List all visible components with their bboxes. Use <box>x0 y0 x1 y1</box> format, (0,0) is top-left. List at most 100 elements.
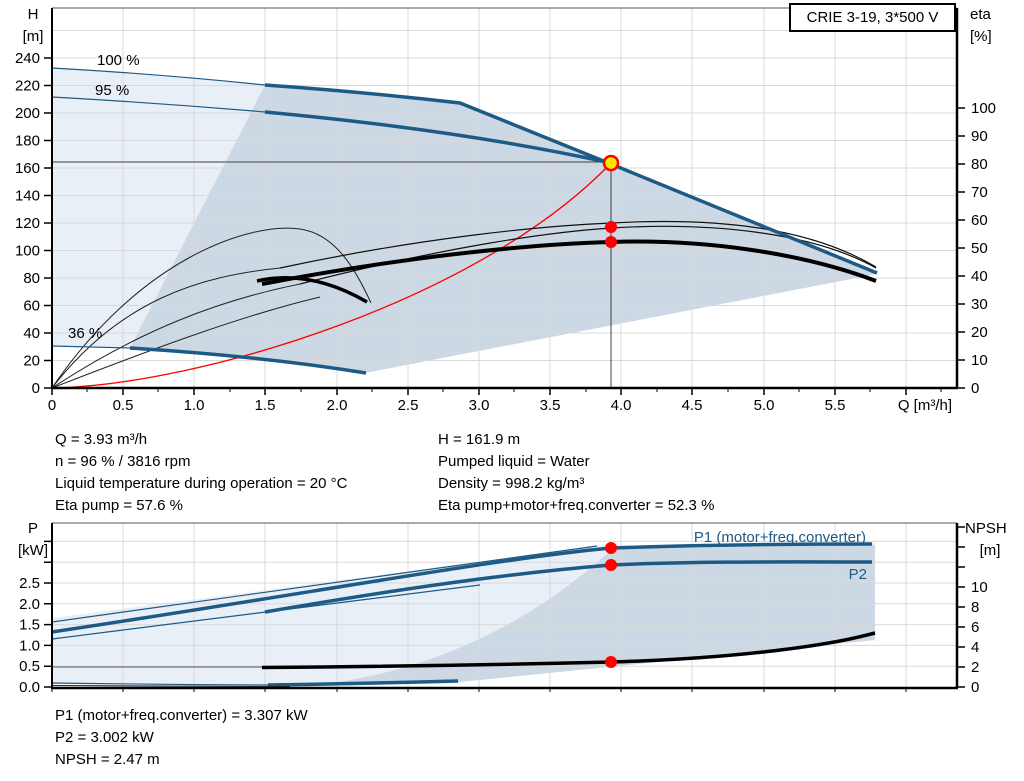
p2-curve-label: P2 <box>849 566 867 583</box>
q-tick: 3.0 <box>469 397 490 414</box>
info-line-n: n = 96 % / 3816 rpm <box>55 453 191 470</box>
q-tick: 0.5 <box>113 397 134 414</box>
eta-tick: 60 <box>971 212 988 229</box>
info-line-q: Q = 3.93 m³/h <box>55 431 148 448</box>
p2-marker <box>605 559 617 571</box>
p-tick: 0.0 <box>19 679 40 696</box>
pump-type-box: CRIE 3-19, 3*500 V <box>789 3 956 32</box>
info-line-npsh: NPSH = 2.47 m <box>55 751 160 768</box>
h-axis-unit: [m] <box>23 28 44 45</box>
h-axis-title: H <box>28 6 39 23</box>
npsh-axis-ticks <box>957 526 965 688</box>
q-axis-ticks <box>51 688 907 692</box>
p-tick: 1.5 <box>19 617 40 634</box>
q-tick: 4.0 <box>611 397 632 414</box>
speed-95-label: 95 % <box>95 82 129 99</box>
q-tick: 4.5 <box>682 397 703 414</box>
eta-tick: 100 <box>971 100 996 117</box>
info-line-p2: P2 = 3.002 kW <box>55 729 154 746</box>
eta-fan-curve <box>51 296 321 389</box>
q-tick: 2.0 <box>327 397 348 414</box>
h-tick: 40 <box>23 325 40 342</box>
h-tick: 140 <box>15 188 40 205</box>
speed-100-label: 100 % <box>97 52 140 69</box>
duty-envelope-fill <box>130 85 877 373</box>
info-line-p1: P1 (motor+freq.converter) = 3.307 kW <box>55 707 308 724</box>
p1-100-thin-curve <box>51 545 598 623</box>
power-envelope-fill <box>290 545 875 687</box>
npsh-tick: 10 <box>971 579 988 596</box>
h-tick: 180 <box>15 133 40 150</box>
duty-speed-curve <box>264 110 612 165</box>
p-tick: 2.0 <box>19 596 40 613</box>
p1-marker <box>605 542 617 554</box>
eta-axis-ticks <box>957 107 965 389</box>
vertical-gridlines <box>122 523 907 687</box>
q-tick: 2.5 <box>398 397 419 414</box>
p-tick: 0.5 <box>19 658 40 675</box>
q-axis-minor-ticks <box>86 388 942 392</box>
eta-tick: 10 <box>971 352 988 369</box>
npsh-marker <box>605 656 617 668</box>
eta-total-marker <box>605 236 617 248</box>
eta-pump-marker <box>605 221 617 233</box>
q-tick: 3.5 <box>540 397 561 414</box>
h-tick: 100 <box>15 243 40 260</box>
operating-point-marker <box>602 154 620 172</box>
eta-tick: 20 <box>971 324 988 341</box>
npsh-tick: 8 <box>971 599 979 616</box>
h-tick: 80 <box>23 270 40 287</box>
power-npsh-chart: P [kW] NPSH [m] 2.5 2.0 1.5 1.0 0.5 0.0 … <box>18 520 1007 696</box>
eta-fan-curve <box>51 267 281 389</box>
speed-100-curve <box>264 83 878 275</box>
q-tick: 0 <box>48 397 56 414</box>
q-axis-title: Q [m³/h] <box>898 397 952 414</box>
p-tick: 1.0 <box>19 637 40 654</box>
h-tick: 120 <box>15 215 40 232</box>
p-axis-unit: [kW] <box>18 542 48 559</box>
npsh-axis-unit: [m] <box>980 542 1001 559</box>
eta-total-low-speed-curve <box>256 276 368 304</box>
q-axis-ticks <box>51 388 907 395</box>
eta-tick: 80 <box>971 156 988 173</box>
q-tick: 1.0 <box>184 397 205 414</box>
eta-tick: 50 <box>971 240 988 257</box>
speed-36-thin-curve <box>51 345 131 349</box>
h-tick: 60 <box>23 298 40 315</box>
npsh-tick: 6 <box>971 619 979 636</box>
npsh-axis-title: NPSH <box>965 520 1007 537</box>
p1-curve-label: P1 (motor+freq.converter) <box>694 529 866 546</box>
info-line-temp: Liquid temperature during operation = 20… <box>55 475 348 492</box>
q-tick: 5.0 <box>754 397 775 414</box>
p-axis-ticks <box>44 540 52 688</box>
info-line-density: Density = 998.2 kg/m³ <box>438 475 585 492</box>
qh-chart: H [m] eta [%] 240 220 200 180 160 140 12… <box>15 6 996 414</box>
info-line-h: H = 161.9 m <box>438 431 521 448</box>
h-tick: 200 <box>15 105 40 122</box>
eta-tick: 40 <box>971 268 988 285</box>
q-tick: 1.5 <box>255 397 276 414</box>
p1-curve <box>51 542 873 634</box>
h-axis-ticks <box>44 57 52 389</box>
info-line-liquid: Pumped liquid = Water <box>438 453 590 470</box>
speed-95-thin-curve <box>51 96 266 113</box>
npsh-tick: 0 <box>971 679 979 696</box>
info-line-eta-pump: Eta pump = 57.6 % <box>55 497 183 514</box>
h-tick: 20 <box>23 353 40 370</box>
eta-axis-unit: [%] <box>970 28 992 45</box>
eta-fan-curve <box>51 283 301 389</box>
eta-arc-curve <box>51 227 372 389</box>
speed-36-label: 36 % <box>68 325 102 342</box>
speed-36-curve <box>129 346 367 375</box>
q-tick: 5.5 <box>825 397 846 414</box>
p-tick: 2.5 <box>19 575 40 592</box>
h-tick: 0 <box>32 380 40 397</box>
power-info: P1 (motor+freq.converter) = 3.307 kW P2 … <box>55 705 308 771</box>
duty-info-right: H = 161.9 m Pumped liquid = Water Densit… <box>438 429 714 517</box>
eta-tick: 30 <box>971 296 988 313</box>
system-curve <box>51 162 612 389</box>
p-36-curve <box>267 679 459 687</box>
npsh-tick: 4 <box>971 639 979 656</box>
h-tick: 240 <box>15 50 40 67</box>
info-line-eta-total: Eta pump+motor+freq.converter = 52.3 % <box>438 497 715 514</box>
